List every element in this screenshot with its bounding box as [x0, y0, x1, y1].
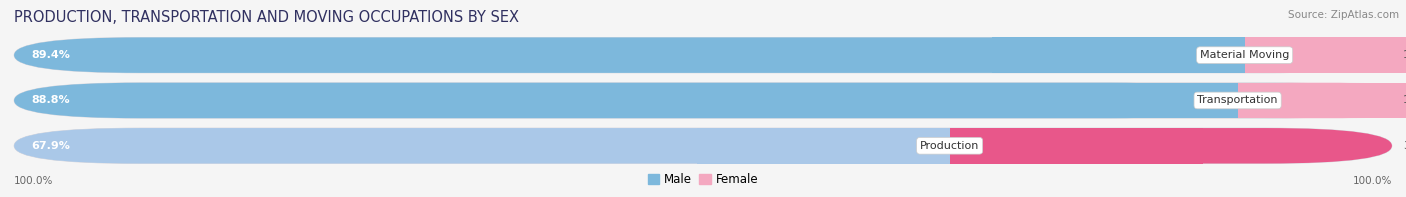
FancyBboxPatch shape [949, 128, 1392, 164]
Bar [1237, 83, 1406, 118]
Text: PRODUCTION, TRANSPORTATION AND MOVING OCCUPATIONS BY SEX: PRODUCTION, TRANSPORTATION AND MOVING OC… [14, 10, 519, 25]
Text: 32.1%: 32.1% [1403, 141, 1406, 151]
Text: 100.0%: 100.0% [14, 176, 53, 186]
Bar [984, 83, 1237, 118]
Legend: Male, Female: Male, Female [643, 169, 763, 191]
FancyBboxPatch shape [14, 83, 1392, 118]
FancyBboxPatch shape [14, 37, 1244, 73]
Text: 11.2%: 11.2% [1403, 96, 1406, 105]
Bar [1244, 37, 1406, 73]
FancyBboxPatch shape [1237, 83, 1392, 118]
FancyBboxPatch shape [14, 128, 949, 164]
Text: Transportation: Transportation [1198, 96, 1278, 105]
Text: 88.8%: 88.8% [31, 96, 69, 105]
Text: 100.0%: 100.0% [1353, 176, 1392, 186]
Bar [991, 37, 1244, 73]
Text: Production: Production [920, 141, 980, 151]
Text: 67.9%: 67.9% [31, 141, 70, 151]
FancyBboxPatch shape [14, 37, 1392, 73]
Bar [696, 128, 949, 164]
FancyBboxPatch shape [14, 128, 1392, 164]
Bar [949, 128, 1202, 164]
Text: 89.4%: 89.4% [31, 50, 70, 60]
FancyBboxPatch shape [14, 83, 1237, 118]
Text: 10.7%: 10.7% [1403, 50, 1406, 60]
Text: Material Moving: Material Moving [1199, 50, 1289, 60]
Text: Source: ZipAtlas.com: Source: ZipAtlas.com [1288, 10, 1399, 20]
FancyBboxPatch shape [1244, 37, 1392, 73]
